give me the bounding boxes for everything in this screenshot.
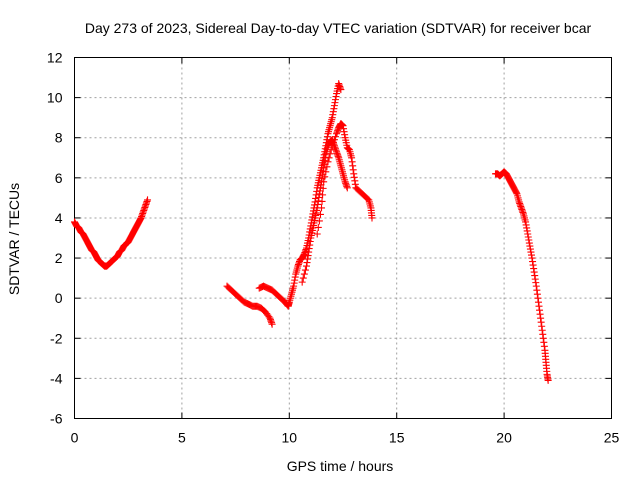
data-point [327, 146, 335, 154]
data-point [313, 230, 321, 238]
y-tick-label: 10 [47, 90, 63, 106]
data-point [323, 163, 331, 171]
data-point [319, 184, 327, 192]
series-segment-1 [71, 196, 152, 270]
data-point [314, 223, 322, 231]
data-point [331, 133, 339, 141]
data-point [329, 139, 337, 147]
x-tick-label: 10 [282, 430, 298, 446]
data-point [265, 313, 273, 321]
data-point [330, 136, 338, 144]
chart-title: Day 273 of 2023, Sidereal Day-to-day VTE… [85, 20, 592, 36]
x-tick-labels: 0 5 10 15 20 25 [71, 430, 620, 446]
data-point [315, 217, 323, 225]
y-tick-label: 12 [47, 50, 63, 66]
data-point [324, 158, 332, 166]
plot-frame [74, 57, 612, 419]
y-axis-label: SDTVAR / TECUs [6, 183, 22, 295]
x-tick-label: 20 [496, 430, 512, 446]
y-tick-label: 2 [55, 250, 63, 266]
y-tick-label: -6 [50, 411, 63, 427]
y-tick-label: -4 [50, 370, 63, 386]
data-point [322, 168, 330, 176]
y-tick-label: -2 [50, 330, 63, 346]
data-marks [71, 80, 552, 384]
x-tick-label: 15 [389, 430, 405, 446]
data-point [298, 278, 306, 286]
data-point [318, 204, 326, 212]
series-segment-6 [492, 168, 552, 384]
data-point [144, 196, 152, 204]
data-point [364, 195, 372, 203]
data-point [300, 270, 308, 278]
data-point [368, 214, 376, 222]
y-tick-label: 0 [55, 290, 63, 306]
y-tick-label: 8 [55, 130, 63, 146]
data-point [299, 274, 307, 282]
data-point [320, 178, 328, 186]
series-segment-3 [255, 80, 345, 310]
series-segment-5 [313, 120, 376, 238]
y-tick-labels: -6 -4 -2 0 2 4 6 8 10 12 [47, 50, 63, 427]
series-segment-4 [298, 136, 351, 286]
data-point [328, 142, 336, 150]
data-point [337, 86, 345, 94]
data-point [343, 184, 351, 192]
axis-ticks [74, 57, 612, 419]
data-point [316, 210, 324, 218]
data-point [321, 173, 329, 181]
x-tick-label: 0 [71, 430, 79, 446]
data-point [326, 150, 334, 158]
data-point [301, 266, 309, 274]
x-tick-label: 25 [604, 430, 620, 446]
series-segment-2 [223, 282, 276, 328]
data-point [544, 376, 552, 384]
data-point [318, 197, 326, 205]
data-point [325, 154, 333, 162]
y-tick-label: 6 [55, 170, 63, 186]
y-tick-label: 4 [55, 210, 63, 226]
data-point [268, 320, 276, 328]
x-axis-label: GPS time / hours [287, 458, 394, 474]
data-point [319, 191, 327, 199]
x-tick-label: 5 [178, 430, 186, 446]
grid-lines [74, 57, 612, 419]
